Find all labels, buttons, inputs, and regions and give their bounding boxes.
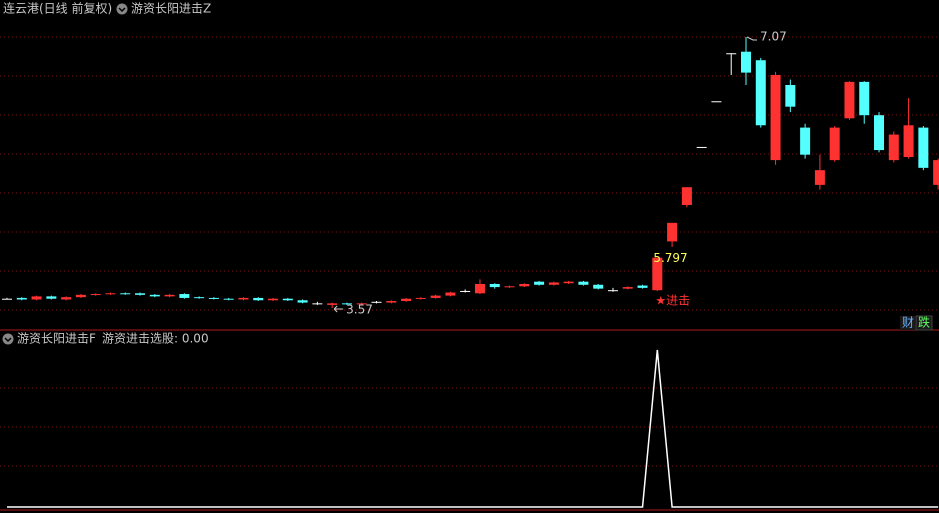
candle-body: [888, 134, 899, 161]
candle-body: [31, 296, 42, 300]
candle-body: [741, 51, 751, 73]
tag[interactable]: 跌: [918, 315, 930, 330]
candle-body: [578, 281, 589, 285]
candle-body: [548, 282, 559, 285]
candle-body: [637, 285, 648, 288]
low-label: 3.57: [346, 303, 373, 317]
candle-body: [238, 297, 249, 300]
candle-body: [194, 297, 205, 299]
candle-body: [341, 303, 352, 305]
tag-box[interactable]: [915, 315, 933, 331]
candle-body: [593, 284, 604, 289]
menu-icon[interactable]: [116, 3, 128, 15]
candle-body: [164, 294, 175, 297]
candle-body: [401, 298, 412, 302]
candle-body: [814, 170, 825, 185]
signal-label: ★进击: [655, 293, 690, 307]
candle-body: [179, 294, 190, 298]
candle-body: [652, 257, 663, 291]
indicator-title: 游资长阳进击F: [17, 332, 96, 346]
candle-body: [415, 297, 426, 299]
candle-body: [120, 293, 131, 295]
candle-body: [696, 146, 707, 148]
candle-body: [918, 127, 929, 168]
indicator-line: [7, 349, 939, 508]
candle-body: [785, 85, 796, 107]
candle-body: [430, 295, 441, 298]
candle-body: [61, 297, 72, 300]
chart-title: 连云港(日线 前复权): [3, 1, 112, 16]
candle-body: [874, 115, 885, 151]
grid: [0, 36, 939, 467]
candle-body: [504, 286, 515, 288]
candle-body: [208, 297, 219, 299]
tag[interactable]: 财: [902, 316, 914, 330]
candle-body: [445, 292, 456, 296]
candle-body: [844, 81, 855, 119]
chevron: [118, 7, 126, 13]
candle-body: [726, 53, 737, 55]
candle-body: [607, 290, 618, 292]
legend: 游资进击选股: 0.00: [102, 332, 209, 346]
candle-body: [46, 296, 57, 299]
candle-body: [859, 81, 870, 116]
candle-body: [2, 298, 12, 300]
candle-body: [829, 127, 840, 161]
candle-body: [519, 283, 530, 287]
candle-body: [135, 293, 146, 295]
candle-body: [371, 301, 382, 303]
indicator-name: 游资长阳进击Z: [131, 2, 211, 16]
candle-body: [356, 303, 367, 305]
candle-body: [312, 303, 323, 305]
candle-body: [933, 160, 939, 185]
high-label: 7.07: [760, 30, 787, 44]
candle-body: [253, 297, 264, 301]
candle-body: [474, 283, 485, 294]
tag-box[interactable]: [900, 316, 915, 330]
candle-body: [711, 101, 722, 103]
candle-body: [297, 300, 308, 303]
candle-body: [327, 303, 338, 305]
signal-value: 5.797: [653, 251, 687, 265]
candle-body: [489, 283, 500, 288]
candle-body: [223, 298, 234, 300]
candle-body: [460, 290, 471, 292]
chevron: [4, 337, 12, 343]
candle-body: [386, 301, 397, 303]
candle-body: [667, 222, 678, 242]
candle-body: [534, 281, 545, 285]
menu-icon[interactable]: [2, 333, 14, 345]
candle-body: [105, 293, 116, 295]
candle-body: [800, 127, 811, 155]
candle-body: [282, 298, 293, 301]
arrow: [746, 36, 757, 41]
candle-body: [563, 281, 574, 284]
candle-body: [681, 187, 692, 206]
candle-body: [268, 298, 279, 301]
candle-body: [770, 74, 781, 161]
candle-body: [149, 294, 160, 297]
candle-body: [90, 294, 101, 296]
arrow: [333, 305, 344, 313]
candle-body: [16, 297, 27, 300]
candle-body: [622, 287, 633, 289]
candle-body: [75, 294, 86, 298]
candle-body: [903, 125, 914, 158]
candle-body: [755, 60, 766, 126]
